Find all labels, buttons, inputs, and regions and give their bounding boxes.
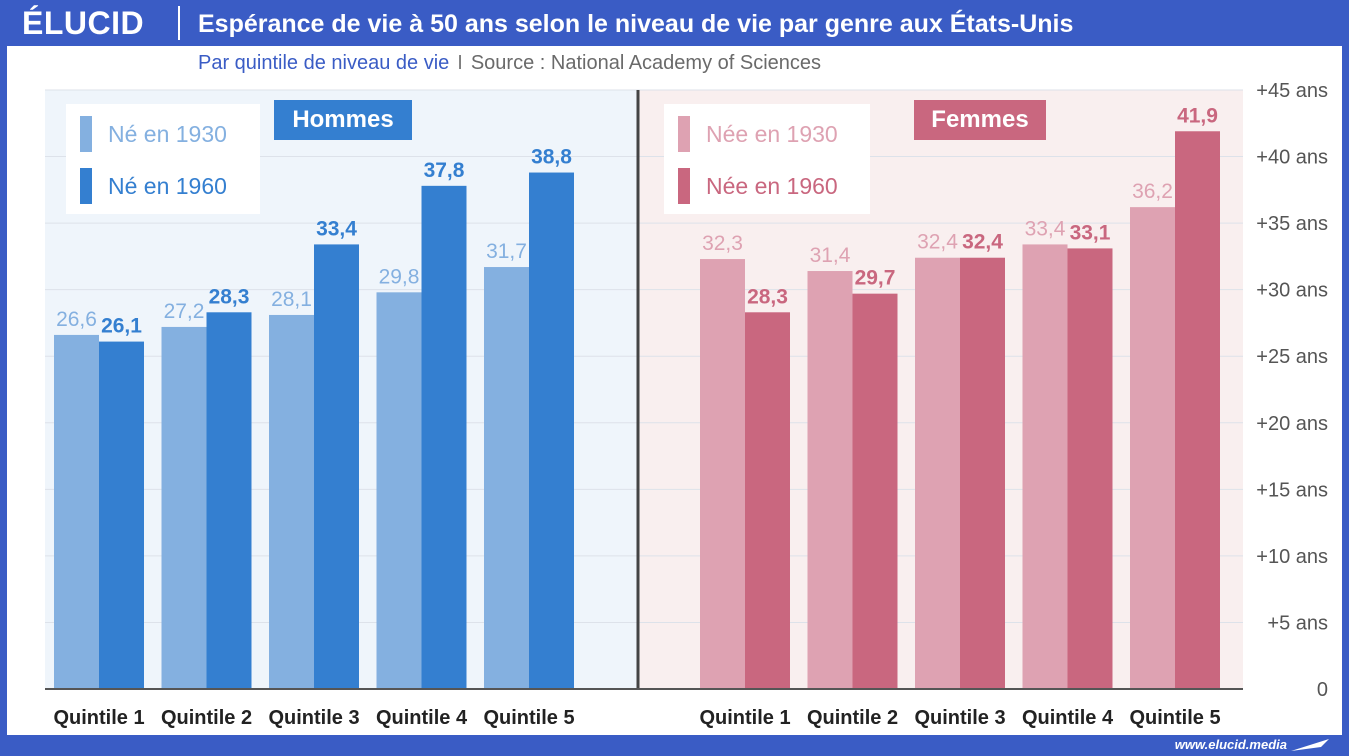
bar-women-1960 [960, 257, 1005, 689]
x-category-label: Quintile 4 [376, 707, 468, 729]
data-label: 33,4 [1025, 217, 1066, 240]
bar-women-1960 [852, 293, 898, 689]
header-bar: ÉLUCID Espérance de vie à 50 ans selon l… [0, 0, 1349, 46]
bar-men-1930 [269, 314, 314, 689]
data-label: 36,2 [1132, 180, 1173, 203]
x-category-label: Quintile 1 [699, 707, 790, 729]
chart-subtitle: Par quintile de niveau de vie I Source : N… [198, 51, 821, 75]
data-label: 27,2 [164, 300, 205, 323]
data-label: 33,4 [316, 217, 357, 240]
footer-url: www.elucid.media [1174, 737, 1287, 752]
bar-women-1930 [807, 271, 853, 689]
data-label: 31,4 [810, 244, 851, 267]
brand-logo: ÉLUCID [22, 5, 145, 41]
data-label: 41,9 [1177, 104, 1218, 127]
y-tick-label: +45 ans [1256, 80, 1328, 102]
footer-flag-icon [1291, 739, 1329, 751]
legend-label-men-1960: Né en 1960 [108, 173, 227, 199]
y-tick-label: +25 ans [1256, 346, 1328, 368]
y-tick-label: +10 ans [1256, 546, 1328, 568]
logo-divider [178, 6, 180, 40]
legend-men: Né en 1930 Né en 1960 [66, 104, 260, 214]
legend-swatch-men-1960 [80, 168, 92, 204]
y-tick-label: +40 ans [1256, 147, 1328, 169]
legend-label-women-1930: Née en 1930 [706, 121, 838, 147]
bar-women-1930 [915, 257, 960, 689]
bar-men-1930 [484, 267, 529, 689]
legend-women: Née en 1930 Née en 1960 [664, 104, 870, 214]
data-label: 28,1 [271, 288, 312, 311]
data-label: 32,4 [962, 231, 1003, 254]
x-category-label: Quintile 3 [914, 707, 1005, 729]
legend-swatch-women-1960 [678, 168, 690, 204]
data-label: 32,4 [917, 231, 958, 254]
y-tick-label: +20 ans [1256, 413, 1328, 435]
bar-men-1930 [161, 326, 207, 689]
bar-men-1960 [314, 244, 359, 690]
y-tick-label: 0 [1317, 679, 1328, 701]
x-category-label: Quintile 2 [807, 707, 898, 729]
subtitle-main: Par quintile de niveau de vie [198, 52, 450, 74]
data-label: 33,1 [1070, 221, 1111, 244]
x-category-label: Quintile 2 [161, 707, 252, 729]
legend-label-women-1960: Née en 1960 [706, 173, 838, 199]
chart-title: Espérance de vie à 50 ans selon le nivea… [198, 10, 1074, 38]
legend-swatch-men-1930 [80, 116, 92, 152]
bar-men-1960 [206, 312, 252, 689]
y-tick-label: +35 ans [1256, 213, 1328, 235]
data-label: 32,3 [702, 232, 743, 255]
subtitle-source: Source : National Academy of Sciences [470, 52, 822, 74]
bar-women-1960 [1175, 131, 1220, 689]
y-tick-label: +30 ans [1256, 280, 1328, 302]
x-category-label: Quintile 5 [1129, 707, 1220, 729]
bar-men-1960 [99, 341, 144, 689]
legend-swatch-women-1930 [678, 116, 690, 152]
bar-men-1930 [376, 292, 422, 689]
data-label: 28,3 [209, 285, 250, 308]
bar-women-1960 [745, 312, 790, 689]
subtitle-separator: I [457, 52, 463, 74]
panel-label-women: Femmes [914, 100, 1046, 140]
bar-women-1930 [1130, 207, 1175, 690]
x-category-label: Quintile 4 [1022, 707, 1114, 729]
data-label: 38,8 [531, 146, 572, 169]
data-label: 28,3 [747, 285, 788, 308]
data-label: 26,6 [56, 308, 97, 331]
legend-label-men-1930: Né en 1930 [108, 121, 227, 147]
data-label: 29,8 [379, 265, 420, 288]
data-label: 29,7 [855, 267, 896, 290]
bar-men-1930 [54, 334, 99, 689]
bar-men-1960 [529, 172, 574, 690]
data-label: 37,8 [424, 159, 465, 182]
data-label: 26,1 [101, 315, 142, 338]
x-category-label: Quintile 1 [53, 707, 144, 729]
data-label: 31,7 [486, 240, 527, 263]
bar-women-1930 [1022, 244, 1068, 690]
bar-men-1960 [421, 185, 467, 689]
y-tick-label: +15 ans [1256, 479, 1328, 501]
y-tick-label: +5 ans [1267, 612, 1328, 634]
x-category-label: Quintile 5 [483, 707, 574, 729]
x-category-label: Quintile 3 [268, 707, 359, 729]
bar-women-1960 [1067, 248, 1113, 689]
bar-women-1930 [700, 259, 745, 689]
panel-label-men: Hommes [274, 100, 412, 140]
